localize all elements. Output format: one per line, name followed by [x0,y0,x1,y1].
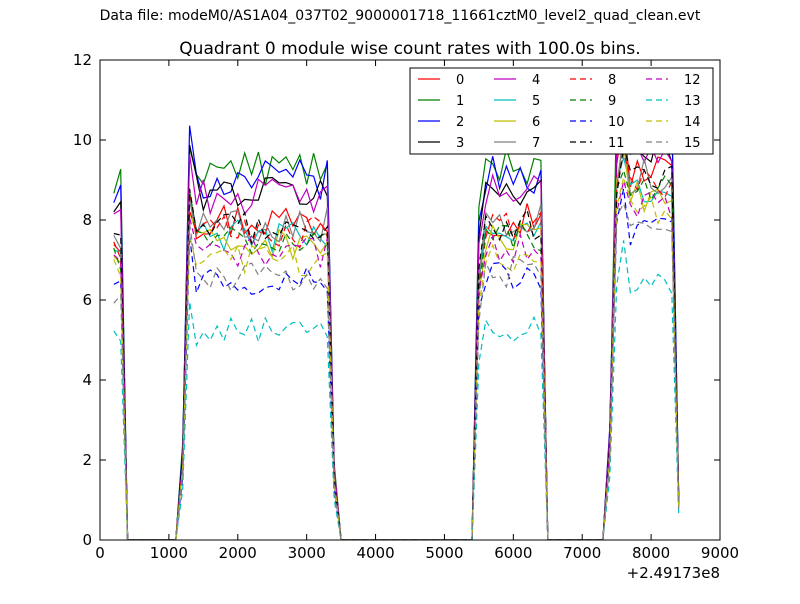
legend-label-1: 1 [456,94,464,109]
plot-area [113,78,680,540]
legend-label-15: 15 [684,136,701,151]
legend-label-5: 5 [532,94,540,109]
legend-label-4: 4 [532,73,540,88]
series-line-11 [113,146,680,540]
series-line-15 [113,201,680,540]
series-line-6 [113,143,680,540]
legend-label-8: 8 [608,73,616,88]
legend-label-0: 0 [456,73,464,88]
legend-label-12: 12 [684,73,701,88]
series-line-5 [113,155,680,540]
legend-label-10: 10 [608,115,625,130]
series-line-2 [113,105,680,540]
x-tick-label: 5000 [425,544,463,562]
x-tick-label: 0 [95,544,105,562]
x-tick-label: 6000 [494,544,532,562]
x-tick-label: 2000 [219,544,257,562]
x-tick-label: 8000 [632,544,670,562]
series-line-7 [113,133,680,540]
y-tick-label: 4 [82,371,92,389]
legend-label-9: 9 [608,94,616,109]
y-tick-label: 0 [82,531,92,549]
series-line-4 [113,106,680,540]
x-tick-label: 7000 [563,544,601,562]
y-tick-label: 10 [73,131,92,149]
legend-label-7: 7 [532,136,540,151]
y-tick-label: 8 [82,211,92,229]
x-tick-label: 3000 [288,544,326,562]
series-line-12 [113,180,680,540]
x-offset-label: +2.49173e8 [627,564,720,582]
chart-title: Quadrant 0 module wise count rates with … [179,39,640,59]
legend-box [409,67,714,155]
axes: 0 1000 2000 3000 4000 5000 6000 7000 8000 9000 0 2 4… [73,51,739,562]
series-line-8 [113,152,680,540]
series-line-9 [113,168,680,540]
series-line-14 [113,175,680,540]
x-tick-label: 9000 [701,544,739,562]
suptitle: Data file: modeM0/AS1A04_037T02_90000017… [99,8,701,24]
series-line-1 [113,78,680,540]
legend-label-11: 11 [608,136,625,151]
series-line-3 [113,91,680,540]
series-line-13 [113,240,680,540]
series-line-10 [113,188,680,540]
legend-label-2: 2 [456,115,464,130]
legend-label-13: 13 [684,94,701,109]
y-tick-label: 2 [82,451,92,469]
y-tick-label: 6 [82,291,92,309]
x-tick-label: 1000 [150,544,188,562]
legend-label-3: 3 [456,136,464,151]
series-line-0 [113,119,680,540]
legend-label-14: 14 [684,115,701,130]
x-tick-label: 4000 [356,544,394,562]
y-tick-label: 12 [73,51,92,69]
legend-label-6: 6 [532,115,540,130]
